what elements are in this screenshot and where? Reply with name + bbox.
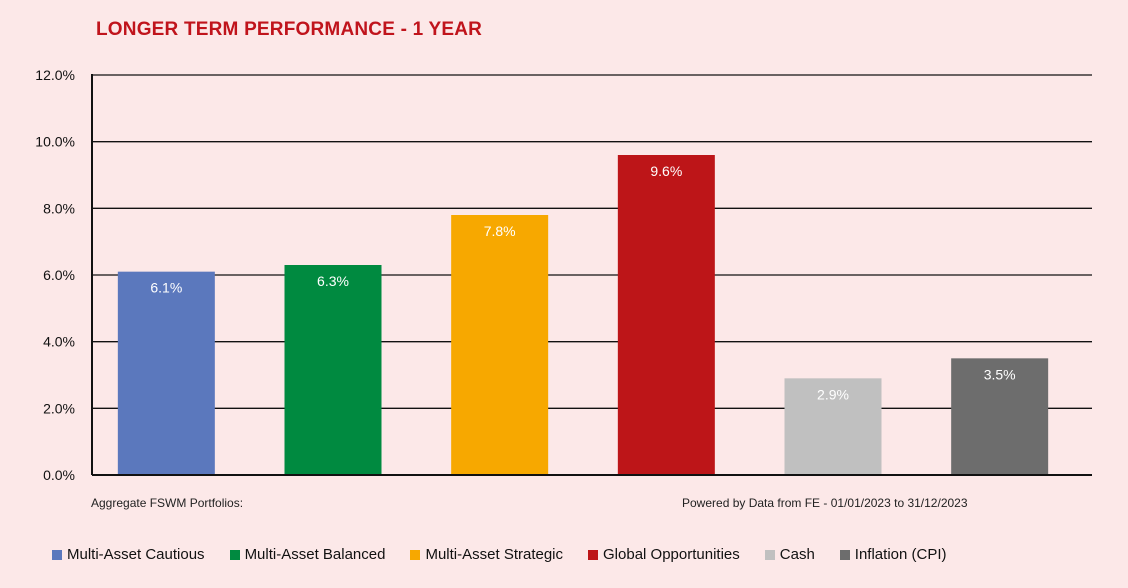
y-tick-label: 8.0% (43, 200, 75, 216)
legend-item: Multi-Asset Balanced (229, 546, 386, 563)
y-tick-label: 12.0% (35, 67, 75, 83)
legend-swatch (839, 549, 850, 560)
legend-item: Multi-Asset Cautious (52, 546, 205, 563)
legend-item: Inflation (CPI) (839, 546, 947, 563)
bar-data-label: 7.8% (484, 223, 516, 239)
legend-label: Global Opportunities (603, 546, 740, 563)
y-tick-label: 10.0% (35, 134, 75, 150)
y-tick-label: 2.0% (43, 400, 75, 416)
y-tick-label: 0.0% (43, 467, 75, 483)
bar (451, 215, 549, 475)
bar-chart: 0.0% 2.0% 4.0% 6.0% 8.0% 10.0% 12.0% 6.1% 6.3% 7.… (35, 67, 1092, 483)
chart-title: LONGER TERM PERFORMANCE - 1 YEAR (96, 19, 483, 40)
bar-data-label: 9.6% (650, 163, 682, 179)
legend-item: Cash (764, 546, 815, 563)
bar-data-label: 2.9% (817, 386, 849, 402)
chart-legend: Multi-Asset Cautious Multi-Asset Balanced… (52, 546, 947, 563)
bar (117, 271, 215, 475)
bar (284, 265, 382, 475)
bar-data-label: 6.3% (317, 273, 349, 289)
legend-label: Multi-Asset Strategic (425, 546, 564, 563)
legend-swatch (588, 549, 599, 560)
legend-item: Global Opportunities (588, 546, 740, 563)
legend-swatch (229, 549, 240, 560)
legend-label: Multi-Asset Cautious (67, 546, 205, 563)
footnote-right: Powered by Data from FE - 01/01/2023 to … (682, 496, 968, 510)
legend-swatch (410, 549, 421, 560)
bar (617, 155, 715, 475)
legend-label: Multi-Asset Balanced (244, 546, 386, 563)
y-tick-label: 4.0% (43, 334, 75, 350)
legend-label: Inflation (CPI) (854, 546, 947, 563)
legend-swatch (764, 549, 775, 560)
bar-data-label: 3.5% (984, 366, 1016, 382)
footnote-left: Aggregate FSWM Portfolios: (91, 496, 244, 510)
bar-data-label: 6.1% (150, 280, 182, 296)
bar (951, 358, 1049, 475)
legend-swatch (52, 549, 62, 560)
y-tick-label: 6.0% (43, 267, 75, 283)
legend-item: Multi-Asset Strategic (410, 546, 563, 563)
bar (784, 378, 882, 475)
legend-label: Cash (779, 546, 815, 563)
